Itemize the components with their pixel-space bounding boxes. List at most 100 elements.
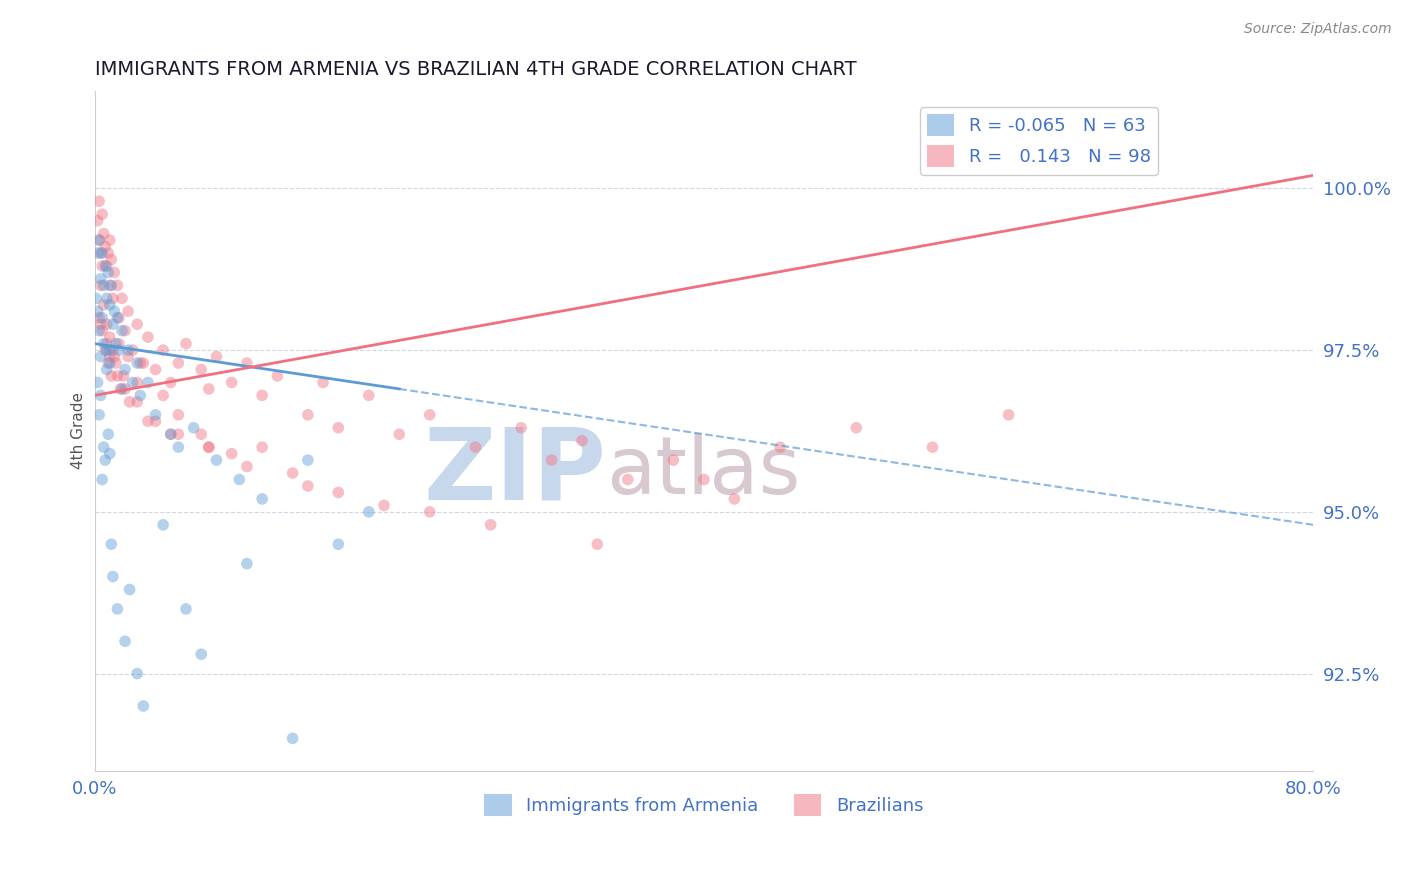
Point [205, 350, 228, 364]
Point [510, 421, 533, 435]
Point [93, 440, 115, 454]
Point [373, 499, 395, 513]
Point [96, 317, 118, 331]
Point [103, 304, 125, 318]
Point [101, 291, 124, 305]
Point [167, 427, 190, 442]
Point [107, 310, 129, 325]
Point [127, 356, 149, 370]
Point [328, 421, 350, 435]
Point [479, 517, 502, 532]
Point [101, 569, 124, 583]
Point [97, 427, 120, 442]
Point [93, 298, 115, 312]
Point [100, 537, 122, 551]
Point [236, 557, 259, 571]
Point [117, 304, 139, 318]
Point [107, 369, 129, 384]
Point [86, 246, 108, 260]
Point [464, 440, 486, 454]
Point [103, 265, 125, 279]
Point [100, 369, 122, 384]
Point [91, 473, 114, 487]
Point [388, 427, 411, 442]
Point [111, 291, 134, 305]
Point [221, 447, 243, 461]
Point [127, 317, 149, 331]
Point [84, 291, 107, 305]
Point [167, 356, 190, 370]
Point [98, 356, 121, 370]
Point [921, 440, 943, 454]
Legend: Immigrants from Armenia, Brazilians: Immigrants from Armenia, Brazilians [477, 787, 931, 822]
Point [190, 427, 212, 442]
Point [312, 376, 335, 390]
Point [94, 343, 117, 357]
Point [91, 324, 114, 338]
Point [94, 239, 117, 253]
Point [117, 343, 139, 357]
Point [96, 362, 118, 376]
Point [89, 194, 111, 209]
Point [127, 376, 149, 390]
Point [117, 350, 139, 364]
Point [91, 207, 114, 221]
Point [101, 343, 124, 357]
Point [111, 382, 134, 396]
Point [96, 343, 118, 357]
Point [152, 343, 174, 357]
Point [118, 582, 141, 597]
Point [97, 356, 120, 370]
Point [769, 440, 792, 454]
Point [159, 376, 181, 390]
Point [90, 272, 112, 286]
Point [198, 440, 221, 454]
Point [114, 382, 136, 396]
Point [91, 310, 114, 325]
Point [91, 246, 114, 260]
Point [198, 440, 221, 454]
Point [221, 376, 243, 390]
Point [91, 259, 114, 273]
Point [136, 414, 159, 428]
Point [89, 408, 111, 422]
Point [159, 427, 181, 442]
Point [89, 233, 111, 247]
Point [127, 666, 149, 681]
Point [104, 356, 127, 370]
Point [236, 459, 259, 474]
Point [129, 356, 152, 370]
Text: IMMIGRANTS FROM ARMENIA VS BRAZILIAN 4TH GRADE CORRELATION CHART: IMMIGRANTS FROM ARMENIA VS BRAZILIAN 4TH… [94, 60, 856, 78]
Point [540, 453, 562, 467]
Point [297, 479, 319, 493]
Point [136, 330, 159, 344]
Point [190, 362, 212, 376]
Point [121, 376, 143, 390]
Point [845, 421, 868, 435]
Point [86, 376, 108, 390]
Point [97, 265, 120, 279]
Point [174, 336, 197, 351]
Point [101, 317, 124, 331]
Point [198, 382, 221, 396]
Point [108, 310, 131, 325]
Point [997, 408, 1019, 422]
Point [118, 395, 141, 409]
Point [266, 369, 288, 384]
Point [662, 453, 685, 467]
Point [89, 324, 111, 338]
Point [183, 421, 205, 435]
Point [723, 491, 745, 506]
Point [100, 252, 122, 267]
Point [94, 259, 117, 273]
Point [419, 505, 441, 519]
Point [93, 227, 115, 241]
Point [97, 246, 120, 260]
Point [90, 246, 112, 260]
Point [145, 414, 167, 428]
Point [110, 382, 132, 396]
Point [328, 485, 350, 500]
Point [357, 388, 380, 402]
Point [104, 336, 127, 351]
Point [108, 336, 131, 351]
